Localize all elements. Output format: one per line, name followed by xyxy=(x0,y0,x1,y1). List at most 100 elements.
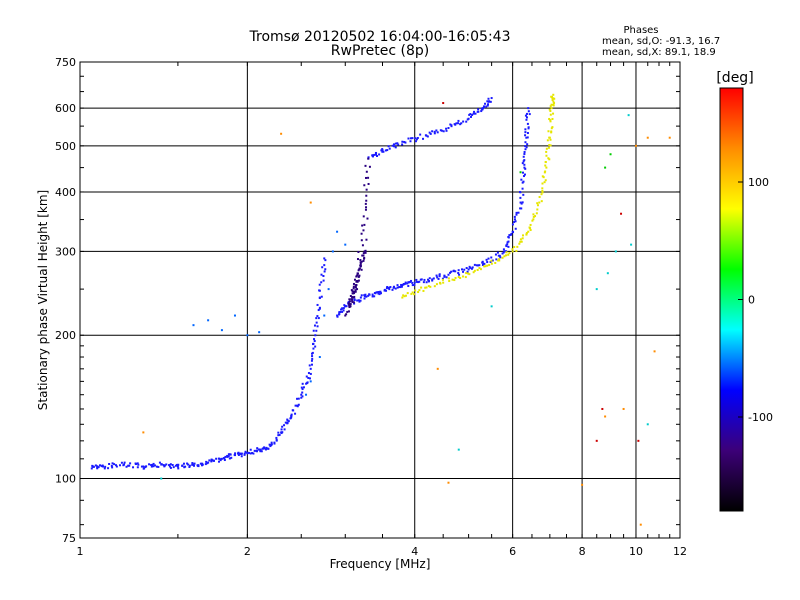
data-point xyxy=(363,295,366,298)
data-point xyxy=(527,127,530,130)
data-point xyxy=(347,310,350,313)
data-point xyxy=(490,259,493,262)
data-point xyxy=(547,130,550,133)
data-point xyxy=(457,122,460,125)
data-point xyxy=(614,250,617,253)
data-point xyxy=(497,259,500,262)
data-point xyxy=(523,166,526,169)
data-point xyxy=(362,254,365,257)
data-point xyxy=(90,467,93,470)
data-point xyxy=(211,459,214,462)
data-point xyxy=(431,130,434,133)
data-point xyxy=(356,280,359,283)
data-point xyxy=(308,377,311,380)
data-point xyxy=(414,140,417,143)
data-point xyxy=(341,307,344,310)
data-point xyxy=(431,279,434,282)
data-point xyxy=(111,466,114,469)
data-point xyxy=(253,449,256,452)
data-point xyxy=(418,280,421,283)
data-point xyxy=(422,137,425,140)
data-point xyxy=(422,281,425,284)
data-point xyxy=(122,464,125,467)
data-point xyxy=(227,453,230,456)
data-point xyxy=(552,100,555,103)
y-axis-label: Stationary phase Virtual Height [km] xyxy=(36,190,50,410)
data-point xyxy=(356,274,359,277)
data-point xyxy=(476,268,479,271)
data-point xyxy=(292,409,295,412)
data-point xyxy=(445,276,448,279)
data-point xyxy=(301,382,304,385)
data-point xyxy=(394,146,397,149)
data-point xyxy=(301,391,304,394)
data-point xyxy=(145,465,148,468)
data-point xyxy=(311,355,314,358)
data-point xyxy=(491,259,494,262)
data-point xyxy=(400,285,403,288)
data-point xyxy=(550,127,553,130)
data-point xyxy=(490,305,493,308)
data-point xyxy=(296,397,299,400)
x-tick-label: 10 xyxy=(629,545,643,558)
data-point xyxy=(549,105,552,108)
data-point xyxy=(544,161,547,164)
data-point xyxy=(176,463,179,466)
data-point xyxy=(505,251,508,254)
data-point xyxy=(424,134,427,137)
data-point xyxy=(270,441,273,444)
data-point xyxy=(377,292,380,295)
data-point xyxy=(523,173,526,176)
data-point xyxy=(305,382,308,385)
data-point xyxy=(465,267,468,270)
data-point xyxy=(536,204,539,207)
data-point xyxy=(318,283,321,286)
data-point xyxy=(270,444,273,447)
data-point xyxy=(415,280,418,283)
data-point xyxy=(358,267,361,270)
data-point xyxy=(516,245,519,248)
data-point xyxy=(371,155,374,158)
data-point xyxy=(438,275,441,278)
data-point xyxy=(523,151,526,154)
data-point xyxy=(513,218,516,221)
data-point xyxy=(549,138,552,141)
data-point xyxy=(523,152,526,155)
data-point xyxy=(215,457,218,460)
data-point xyxy=(400,283,403,286)
data-point xyxy=(359,261,362,264)
data-point xyxy=(356,258,359,261)
data-point xyxy=(552,103,555,106)
data-point xyxy=(358,300,361,303)
data-point xyxy=(233,453,236,456)
data-point xyxy=(383,288,386,291)
phases-title: Phases xyxy=(623,25,658,36)
data-point xyxy=(531,219,534,222)
data-point xyxy=(551,97,554,100)
data-point xyxy=(312,342,315,345)
data-point xyxy=(525,112,528,115)
data-point xyxy=(504,250,507,253)
data-point xyxy=(483,262,486,265)
data-point xyxy=(468,273,471,276)
data-point xyxy=(361,224,364,227)
data-point xyxy=(204,463,207,466)
data-point xyxy=(549,113,552,116)
data-point xyxy=(427,278,430,281)
data-point xyxy=(352,285,355,288)
data-point xyxy=(363,184,366,187)
y-tick-label: 400 xyxy=(55,186,76,199)
data-point xyxy=(519,171,522,174)
data-point xyxy=(519,238,522,241)
data-point xyxy=(507,245,510,248)
data-point xyxy=(458,273,461,276)
data-point xyxy=(436,276,439,279)
data-point xyxy=(534,215,537,218)
data-point xyxy=(544,179,547,182)
data-point xyxy=(294,404,297,407)
data-point xyxy=(639,523,642,526)
data-point xyxy=(281,431,284,434)
data-point xyxy=(606,272,609,275)
colorbar: [deg] 100 0 -100 xyxy=(716,70,773,512)
data-point xyxy=(160,477,163,480)
